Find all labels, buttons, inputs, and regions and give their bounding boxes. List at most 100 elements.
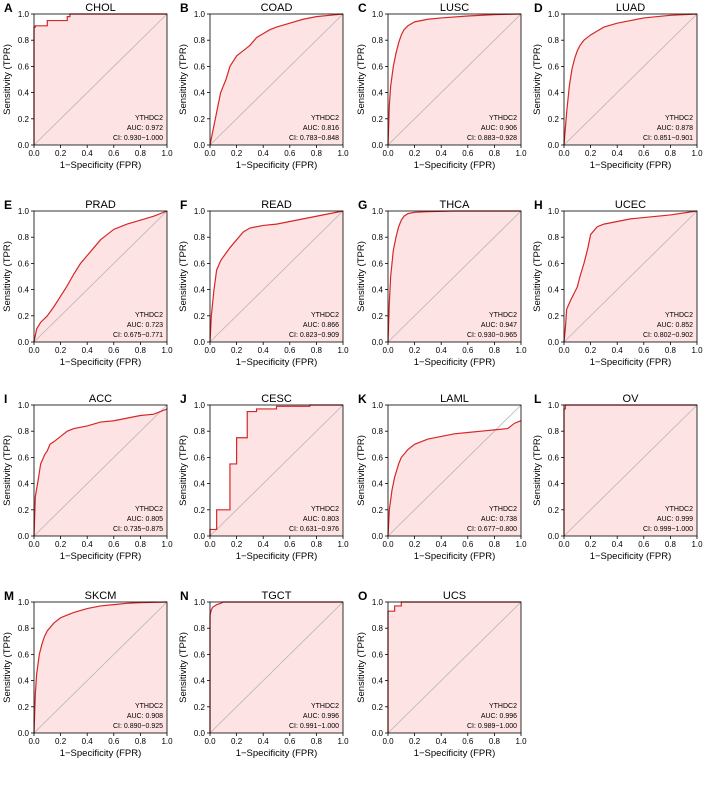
x-tick-label: 0.4 <box>258 540 270 549</box>
y-tick-label: 1.0 <box>194 598 206 607</box>
y-axis-label: Sensitivity (TPR) <box>178 44 189 115</box>
y-axis-label: Sensitivity (TPR) <box>178 632 189 703</box>
x-tick-label: 0.0 <box>204 737 216 746</box>
y-tick-label: 0.8 <box>548 233 560 242</box>
x-tick-label: 0.8 <box>489 737 501 746</box>
roc-curve <box>33 210 168 343</box>
x-tick-label: 1.0 <box>337 540 349 549</box>
gene-label: YTHDC2 <box>311 115 339 122</box>
roc-panel-tgct: N TGCT 0.00.0 0.2 0.2 0.4 0.4 0.6 0.6 0.8 0.8 1.0 1.… <box>178 589 349 759</box>
y-axis-label: Sensitivity (TPR) <box>356 44 367 115</box>
x-axis-label: 1−Specificity (FPR) <box>236 160 318 171</box>
diagonal-reference-line <box>563 13 698 146</box>
y-axis-label: Sensitivity (TPR) <box>2 44 13 115</box>
roc-curve <box>387 13 522 146</box>
y-tick-label: 0.6 <box>372 62 384 71</box>
y-tick-label: 0.2 <box>372 115 384 124</box>
y-tick-label: 0.0 <box>18 338 30 347</box>
x-axis-label: 1−Specificity (FPR) <box>414 357 496 368</box>
y-tick-label: 0.6 <box>194 62 206 71</box>
x-tick-label: 0.2 <box>409 540 421 549</box>
roc-curve <box>33 601 168 734</box>
x-axis-label: 1−Specificity (FPR) <box>60 160 142 171</box>
y-axis-label: Sensitivity (TPR) <box>356 241 367 312</box>
roc-panel-skcm: M SKCM 0.00.0 0.2 0.2 0.4 0.4 0.6 0.6 0.8 0.8 1.0 1.… <box>2 589 173 759</box>
x-tick-label: 1.0 <box>161 149 173 158</box>
x-tick-label: 0.6 <box>108 737 120 746</box>
x-tick-label: 0.0 <box>28 346 40 355</box>
y-tick-label: 1.0 <box>18 401 30 410</box>
x-tick-label: 1.0 <box>515 346 527 355</box>
x-tick-label: 0.2 <box>409 346 421 355</box>
panel-title: TGCT <box>262 590 292 602</box>
roc-curve <box>209 404 343 536</box>
x-axis-label: 1−Specificity (FPR) <box>60 748 142 759</box>
y-tick-label: 0.0 <box>548 338 560 347</box>
x-tick-label: 0.6 <box>462 540 474 549</box>
panel-letter: E <box>4 198 12 212</box>
x-tick-label: 0.0 <box>204 149 216 158</box>
ci-label: CI: 0.883−0.928 <box>467 135 517 142</box>
y-tick-label: 0.4 <box>194 677 206 686</box>
plot-frame <box>563 210 698 343</box>
diagonal-reference-line <box>33 601 168 734</box>
y-tick-label: 0.2 <box>194 312 206 321</box>
y-tick-label: 0.6 <box>372 650 384 659</box>
y-tick-label: 1.0 <box>194 401 206 410</box>
y-tick-label: 0.4 <box>194 89 206 98</box>
roc-panel-chol: A CHOL 0.00.0 0.2 0.2 0.4 0.4 0.6 0.6 0.8 0.8 1.0 1.… <box>2 1 173 171</box>
ci-label: CI: 0.989−1.000 <box>467 723 517 730</box>
diagonal-reference-line <box>209 404 344 537</box>
gene-label: YTHDC2 <box>135 703 163 710</box>
auc-label: AUC: 0.803 <box>303 516 339 523</box>
plot-frame <box>33 13 168 146</box>
y-tick-label: 0.6 <box>18 62 30 71</box>
roc-panel-cesc: J CESC 0.00.0 0.2 0.2 0.4 0.4 0.6 0.6 0.8 0.8 1.0 1.… <box>178 392 349 562</box>
x-tick-label: 0.2 <box>585 540 597 549</box>
y-tick-label: 0.8 <box>194 624 206 633</box>
y-tick-label: 1.0 <box>18 598 30 607</box>
ci-label: CI: 0.675−0.771 <box>113 332 163 339</box>
panel-title: READ <box>261 199 292 211</box>
x-tick-label: 0.0 <box>382 540 394 549</box>
panel-letter: I <box>4 392 7 406</box>
ci-label: CI: 0.783−0.848 <box>289 135 339 142</box>
roc-curve <box>33 408 168 537</box>
plot-frame <box>563 404 698 537</box>
x-tick-label: 1.0 <box>161 346 173 355</box>
x-tick-label: 1.0 <box>691 540 703 549</box>
x-tick-label: 0.0 <box>558 346 570 355</box>
x-tick-label: 1.0 <box>337 149 349 158</box>
ci-label: CI: 0.823−0.909 <box>289 332 339 339</box>
x-tick-label: 0.8 <box>311 346 323 355</box>
auc-label: AUC: 0.999 <box>657 516 693 523</box>
plot-frame <box>563 13 698 146</box>
x-axis-label: 1−Specificity (FPR) <box>590 160 672 171</box>
x-tick-label: 0.6 <box>108 540 120 549</box>
y-tick-label: 0.6 <box>194 650 206 659</box>
y-tick-label: 0.6 <box>194 453 206 462</box>
gene-label: YTHDC2 <box>489 312 517 319</box>
y-tick-label: 1.0 <box>372 10 384 19</box>
x-tick-label: 0.0 <box>204 540 216 549</box>
gene-label: YTHDC2 <box>135 506 163 513</box>
y-tick-label: 0.8 <box>18 36 30 45</box>
y-tick-label: 1.0 <box>548 10 560 19</box>
panel-letter: O <box>358 589 367 603</box>
x-tick-label: 1.0 <box>515 737 527 746</box>
diagonal-reference-line <box>387 404 522 537</box>
plot-frame <box>209 404 344 537</box>
auc-label: AUC: 0.816 <box>303 125 339 132</box>
y-tick-label: 1.0 <box>372 598 384 607</box>
y-axis-label: Sensitivity (TPR) <box>2 632 13 703</box>
gene-label: YTHDC2 <box>665 312 693 319</box>
y-axis-label: Sensitivity (TPR) <box>178 435 189 506</box>
y-tick-label: 0.4 <box>372 677 384 686</box>
y-axis-label: Sensitivity (TPR) <box>178 241 189 312</box>
auc-label: AUC: 0.906 <box>481 125 517 132</box>
panel-title: CHOL <box>85 2 116 14</box>
panel-letter: M <box>4 589 14 603</box>
ci-label: CI: 0.930−1.000 <box>113 135 163 142</box>
auc-area <box>34 408 167 536</box>
ci-label: CI: 0.999−1.000 <box>643 526 693 533</box>
